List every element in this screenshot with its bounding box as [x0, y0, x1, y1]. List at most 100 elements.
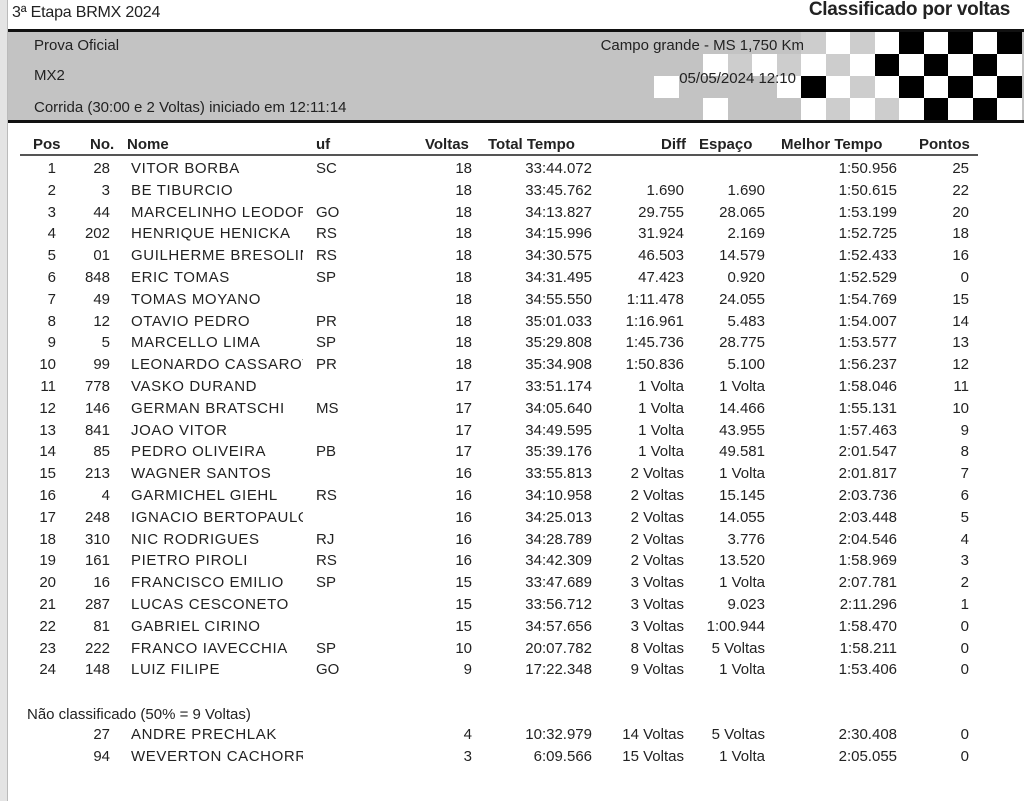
cell-points: 11 [953, 378, 969, 395]
flag-square [997, 98, 1022, 120]
cell-diff: 2 Voltas [630, 487, 684, 504]
cell-laps: 16 [455, 508, 472, 526]
cell-diff: 29.755 [638, 203, 684, 221]
cell-points: 14 [952, 312, 969, 330]
cell-gap: 0.920 [727, 269, 765, 286]
cell-pos: 11 [40, 378, 56, 395]
cell-points: 18 [952, 225, 969, 243]
cell-gap: 2.169 [727, 225, 765, 243]
cell-diff: 46.503 [638, 247, 684, 265]
table-row: 18 310 NIC RODRIGUES RJ 16 34:28.789 2 Voltas 3… [0, 531, 1024, 553]
cell-points: 0 [960, 747, 969, 765]
flag-square [825, 98, 851, 120]
cell-laps: 3 [463, 747, 472, 765]
cell-best-lap: 2:03.736 [838, 487, 897, 504]
cell-number: 4 [101, 487, 110, 504]
cell-pos: 15 [39, 465, 56, 483]
cell-points: 7 [960, 465, 969, 483]
cell-gap: 3.776 [727, 530, 765, 548]
cell-gap: 15.145 [719, 487, 765, 504]
cell-best-lap: 1:52.433 [838, 247, 897, 265]
cell-number: 248 [84, 508, 110, 526]
flag-square [948, 76, 973, 98]
cell-name: FRANCO IAVECCHIA [131, 639, 288, 657]
cell-total-time: 34:30.575 [525, 247, 592, 265]
cell-number: 222 [84, 639, 110, 657]
cell-total-time: 35:34.908 [525, 356, 592, 374]
cell-name: NIC RODRIGUES [131, 530, 260, 548]
cell-gap: 43.955 [719, 421, 765, 439]
table-row: 6 848 ERIC TOMAS SP 18 34:31.495 47.423 0.920 1:… [0, 269, 1024, 291]
cell-total-time: 34:15.996 [525, 225, 592, 243]
cell-diff: 1:11.478 [626, 290, 684, 308]
cell-total-time: 34:13.827 [525, 203, 592, 221]
cell-uf: SP [316, 639, 337, 657]
cell-uf: MS [316, 399, 339, 417]
cell-name: IGNACIO BERTOPAULOS [131, 508, 303, 526]
cell-best-lap: 1:58.969 [838, 552, 897, 570]
cell-points: 0 [960, 661, 969, 679]
cell-total-time: 34:25.013 [525, 508, 592, 526]
table-row: 2 3 BE TIBURCIO 18 33:45.762 1.690 1.690 1:50.6… [0, 182, 1024, 204]
flag-square [899, 98, 924, 120]
col-pos: Pos [33, 136, 61, 153]
cell-best-lap: 1:57.463 [838, 421, 897, 439]
flag-square [997, 54, 1022, 76]
cell-laps: 18 [455, 356, 472, 374]
table-row: 15 213 WAGNER SANTOS 16 33:55.813 2 Voltas 1 V… [0, 465, 1024, 487]
cell-name: HENRIQUE HENICKA [131, 225, 291, 243]
cell-laps: 18 [455, 312, 472, 330]
cell-points: 22 [952, 181, 969, 199]
flag-square [874, 54, 900, 76]
col-best: Melhor Tempo [781, 136, 883, 153]
cell-best-lap: 1:53.199 [838, 203, 897, 221]
cell-uf: RS [316, 225, 337, 243]
cell-points: 8 [960, 443, 969, 461]
table-row: 12 146 GERMAN BRATSCHI MS 17 34:05.640 1 Volta… [0, 400, 1024, 422]
cell-total-time: 34:42.309 [525, 552, 592, 570]
cell-total-time: 6:09.566 [533, 747, 592, 765]
col-points: Pontos [919, 136, 970, 153]
cell-number: 12 [93, 312, 110, 330]
cell-gap: 5.100 [727, 356, 765, 374]
cell-name: MARCELLO LIMA [131, 334, 261, 352]
cell-laps: 18 [455, 225, 472, 243]
flag-square [801, 98, 826, 120]
cell-total-time: 34:31.495 [525, 269, 592, 286]
cell-uf: SC [316, 160, 337, 177]
cell-points: 10 [952, 399, 969, 417]
cell-best-lap: 1:52.725 [838, 225, 897, 243]
cell-diff: 14 Voltas [622, 726, 684, 743]
table-row: 20 16 FRANCISCO EMILIO SP 15 33:47.689 3 Volta… [0, 574, 1024, 596]
cell-number: 27 [93, 726, 110, 743]
cell-number: 161 [84, 552, 110, 570]
cell-points: 6 [960, 487, 969, 504]
cell-total-time: 33:44.072 [525, 160, 592, 177]
table-row: 94 WEVERTON CACHORRA 3 6:09.566 15 Voltas 1 V… [0, 748, 1024, 770]
table-row: 1 28 VITOR BORBA SC 18 33:44.072 1:50.956 25 [0, 160, 1024, 182]
cell-diff: 3 Voltas [630, 596, 684, 613]
flag-square [899, 32, 924, 54]
flag-square [825, 54, 851, 76]
cell-pos: 6 [47, 269, 56, 286]
cell-points: 13 [952, 334, 969, 352]
cell-uf: RS [316, 552, 337, 570]
datetime: 05/05/2024 12:10 [679, 70, 796, 87]
cell-name: GABRIEL CIRINO [131, 617, 261, 635]
cell-pos: 23 [39, 639, 56, 657]
cell-diff: 1:45.736 [625, 334, 684, 352]
cell-best-lap: 1:50.956 [838, 160, 897, 177]
cell-pos: 19 [39, 552, 56, 570]
cell-best-lap: 2:05.055 [838, 747, 897, 765]
cell-uf: GO [316, 661, 340, 679]
flag-square [874, 32, 900, 54]
cell-best-lap: 2:01.817 [838, 465, 897, 483]
flag-square [825, 32, 851, 54]
cell-total-time: 34:05.640 [525, 399, 592, 417]
cell-pos: 12 [39, 399, 56, 417]
cell-gap: 28.775 [719, 334, 765, 352]
cell-best-lap: 1:56.237 [838, 356, 897, 374]
cell-uf: RS [316, 487, 337, 504]
cell-name: OTAVIO PEDRO [131, 312, 251, 330]
flag-square [923, 76, 949, 98]
